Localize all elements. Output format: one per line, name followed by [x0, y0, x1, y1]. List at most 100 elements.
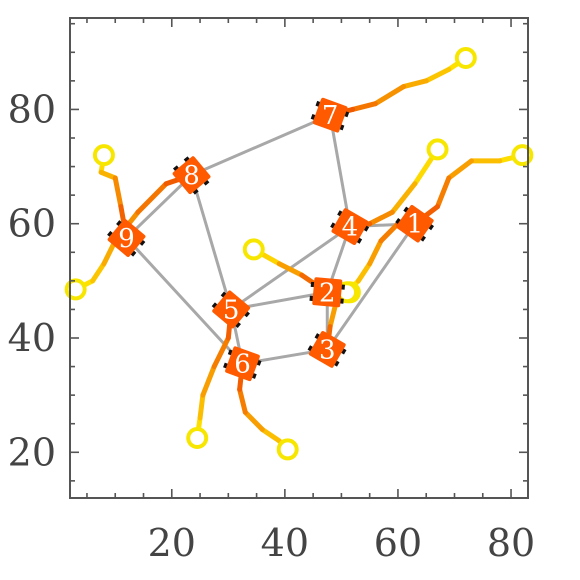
trajectory-segment [446, 158, 474, 181]
robot-wheel [330, 222, 337, 229]
y-tick-label: 40 [8, 316, 56, 360]
robot-3: 3 [307, 331, 347, 368]
robot-wheel [356, 237, 363, 244]
start-marker-1 [511, 144, 534, 167]
edge-9-6 [125, 236, 244, 365]
robot-wheel [107, 230, 114, 238]
robots-layer: 1 2 3 4 5 6 7 8 9 [107, 97, 435, 382]
robot-wheel [395, 218, 402, 225]
robot-body [225, 346, 260, 382]
plot-frame [69, 17, 529, 499]
start-marker-7 [454, 47, 477, 69]
x-tick-label: 60 [374, 521, 422, 565]
edges-layer [125, 113, 417, 366]
start-marker-5 [92, 144, 115, 167]
trajectory-segment [112, 175, 124, 210]
robot-wheel [363, 225, 370, 232]
trajectory-segment [372, 84, 407, 107]
start-marker-4 [426, 138, 449, 161]
trajectory-segment [197, 392, 206, 421]
robot-label: 9 [118, 224, 135, 254]
trajectory-segment [435, 175, 452, 210]
trajectory-segment [242, 409, 265, 432]
trajectory-1 [412, 152, 525, 227]
edge-7-4 [328, 114, 352, 227]
start-marker-2 [242, 238, 265, 261]
trajectory-segment [200, 364, 217, 398]
robot-label: 7 [322, 101, 339, 131]
y-tick-label: 60 [8, 202, 56, 246]
trajectory-segment [423, 66, 452, 84]
ticks-layer [70, 18, 528, 498]
x-tick-label: 20 [148, 521, 196, 565]
robot-wheel [333, 360, 340, 367]
trajectory-6 [194, 306, 234, 441]
robot-wheel [211, 302, 218, 309]
robot-2: 2 [309, 277, 345, 308]
trajectory-segment [401, 78, 429, 90]
trajectory-segment [367, 238, 384, 267]
robot-wheel [220, 291, 227, 299]
trajectory-segment [276, 261, 305, 278]
trajectory-segment [350, 101, 378, 112]
robot-label: 2 [319, 278, 336, 308]
start-marker-6 [186, 427, 209, 449]
trajectory-segment [237, 386, 248, 415]
robot-5: 5 [211, 290, 251, 329]
robot-4: 4 [330, 208, 370, 245]
trajectory-segment [135, 181, 169, 215]
robot-body [212, 290, 251, 329]
robot-body [308, 331, 346, 368]
robot-label: 8 [183, 161, 200, 191]
edge-8-9 [125, 174, 193, 240]
robot-wheel [130, 250, 137, 257]
trajectory-segment [389, 181, 418, 215]
trajectory-segment [355, 261, 373, 284]
robot-wheel [427, 223, 435, 231]
robot-label: 6 [234, 350, 251, 380]
robot-label: 1 [407, 210, 424, 240]
robot-wheel [340, 348, 347, 355]
robot-wheel [139, 239, 146, 246]
y-tick-label: 80 [8, 87, 56, 131]
robot-wheel [403, 206, 410, 213]
robot-9: 9 [107, 219, 146, 257]
trajectory-segment [98, 169, 118, 181]
robot-body [331, 208, 369, 245]
trajectory-segment [90, 261, 107, 284]
robot-wheel [183, 156, 191, 163]
robot-body [396, 205, 434, 243]
robot-6: 6 [223, 346, 262, 382]
robot-wheel [337, 210, 344, 217]
robot-8: 8 [172, 156, 211, 195]
trajectory-7 [327, 55, 469, 118]
edge-1-3 [326, 222, 417, 351]
robot-7: 7 [310, 97, 350, 133]
robot-wheel [172, 165, 180, 172]
trajectory-segment [327, 301, 339, 330]
start-markers-layer [64, 47, 534, 461]
robot-wheel [234, 321, 241, 329]
x-tick-label: 80 [487, 521, 535, 565]
robot-body [107, 219, 146, 257]
robot-label: 5 [223, 295, 240, 325]
robot-wheel [202, 179, 210, 186]
tick-labels-layer: 20 40 60 80 20 40 60 80 [8, 87, 536, 565]
edge-8-5 [190, 174, 233, 310]
y-tick-label: 20 [8, 430, 56, 474]
robot-wheel [192, 188, 199, 195]
robot-wheel [307, 345, 314, 352]
robot-wheel [243, 310, 250, 318]
x-tick-label: 40 [261, 521, 309, 565]
robot-label: 3 [319, 335, 336, 365]
robot-wheel [419, 235, 426, 242]
robot-wheel [314, 333, 321, 340]
robot-label: 4 [342, 213, 359, 243]
start-marker-9 [64, 278, 87, 301]
start-marker-8 [276, 438, 299, 461]
robot-body [312, 277, 343, 308]
robot-wheel [116, 220, 123, 227]
robot-1: 1 [395, 205, 435, 243]
trajectory-segment [211, 335, 231, 370]
